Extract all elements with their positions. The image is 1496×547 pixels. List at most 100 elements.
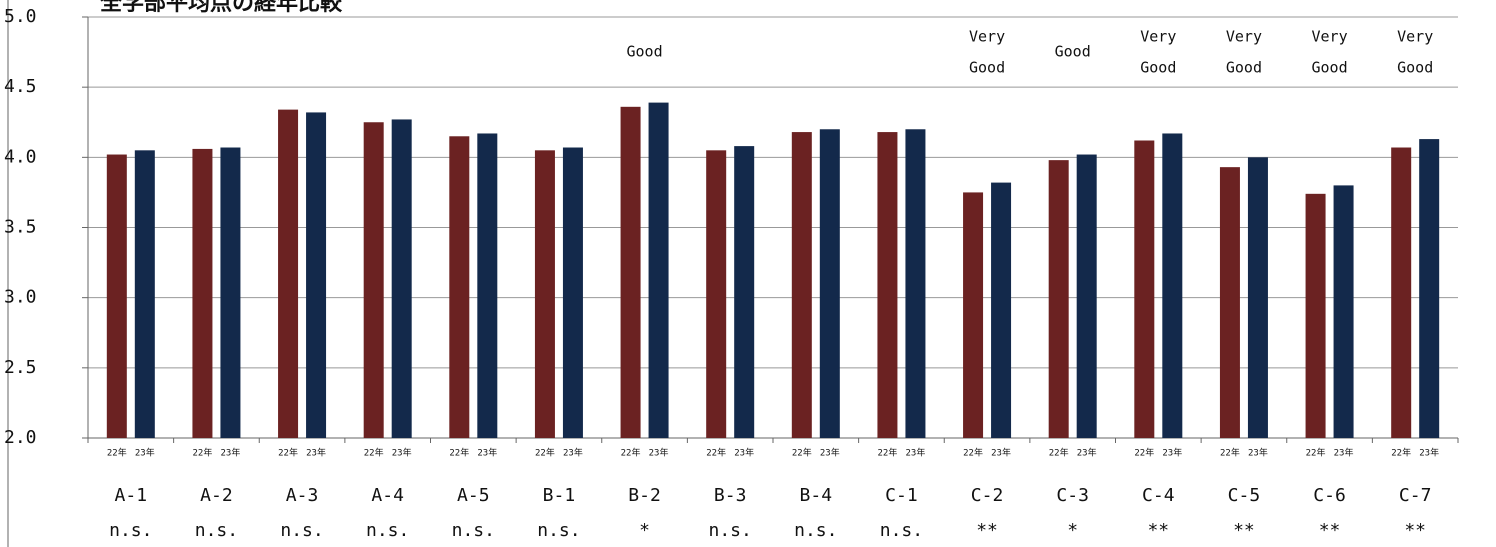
- bar: [1076, 154, 1097, 438]
- bar: [391, 119, 412, 439]
- series-label: 22年: [963, 447, 983, 459]
- annotation: Good: [969, 59, 1005, 77]
- significance-label: n.s.: [280, 520, 323, 541]
- y-tick-label: 4.0: [4, 146, 37, 167]
- bar: [620, 106, 641, 439]
- annotation: Good: [627, 43, 663, 61]
- bar: [220, 147, 241, 438]
- x-tick-label: C-3: [1056, 485, 1089, 506]
- x-tick-label: A-2: [200, 485, 233, 506]
- series-label: 22年: [706, 447, 726, 459]
- significance-label: n.s.: [366, 520, 409, 541]
- series-label: 23年: [392, 447, 412, 459]
- bar: [1391, 147, 1412, 438]
- series-label: 23年: [477, 447, 497, 459]
- significance-label: **: [1404, 520, 1426, 541]
- x-tick-label: A-3: [286, 485, 319, 506]
- bar: [477, 133, 498, 438]
- annotation: Very: [1140, 28, 1176, 46]
- bar: [106, 154, 127, 438]
- x-tick-label: C-5: [1228, 485, 1261, 506]
- x-tick-label: A-1: [115, 485, 148, 506]
- bar: [363, 122, 384, 438]
- bar: [905, 129, 926, 438]
- y-tick-label: 3.0: [4, 287, 37, 308]
- x-tick-label: B-1: [543, 485, 576, 506]
- annotation: Very: [1397, 28, 1433, 46]
- significance-label: n.s.: [794, 520, 837, 541]
- bar: [192, 148, 213, 438]
- annotation: Good: [1055, 43, 1091, 61]
- significance-label: n.s.: [109, 520, 152, 541]
- series-label: 23年: [306, 447, 326, 459]
- x-tick-label: C-7: [1399, 485, 1432, 506]
- bar: [1219, 167, 1240, 438]
- series-label: 22年: [278, 447, 298, 459]
- significance-label: n.s.: [452, 520, 495, 541]
- bar: [278, 109, 299, 439]
- annotation: Very: [1312, 28, 1348, 46]
- significance-label: **: [1319, 520, 1341, 541]
- x-tick-label: A-4: [371, 485, 404, 506]
- y-tick-label: 4.5: [4, 76, 37, 97]
- series-label: 23年: [734, 447, 754, 459]
- x-tick-label: C-6: [1313, 485, 1346, 506]
- bar: [877, 132, 898, 438]
- x-tick-label: C-4: [1142, 485, 1175, 506]
- bar: [134, 150, 155, 439]
- x-tick-label: C-1: [885, 485, 918, 506]
- annotation: Good: [1226, 59, 1262, 77]
- annotation: Very: [1226, 28, 1262, 46]
- series-label: 22年: [535, 447, 555, 459]
- x-tick-label: B-3: [714, 485, 747, 506]
- series-label: 22年: [1391, 447, 1411, 459]
- series-label: 22年: [878, 447, 898, 459]
- series-label: 22年: [792, 447, 812, 459]
- series-label: 23年: [1248, 447, 1268, 459]
- y-tick-label: 2.5: [4, 357, 37, 378]
- bar: [963, 192, 984, 438]
- bar: [648, 102, 669, 438]
- chart-title: 全学部平均点の経年比較: [99, 0, 343, 16]
- y-tick-label: 5.0: [4, 6, 37, 27]
- annotation: Good: [1312, 59, 1348, 77]
- series-label: 22年: [193, 447, 213, 459]
- bar: [534, 150, 555, 439]
- annotation: Very: [969, 28, 1005, 46]
- bar: [449, 136, 470, 439]
- x-tick-label: B-4: [800, 485, 833, 506]
- significance-label: n.s.: [709, 520, 752, 541]
- series-label: 22年: [1134, 447, 1154, 459]
- bar: [1162, 133, 1183, 438]
- series-label: 23年: [820, 447, 840, 459]
- significance-label: **: [1233, 520, 1255, 541]
- series-label: 22年: [1306, 447, 1326, 459]
- annotation: Good: [1140, 59, 1176, 77]
- bar: [791, 132, 812, 438]
- bar: [1134, 140, 1155, 438]
- bar: [734, 146, 755, 438]
- series-label: 22年: [1220, 447, 1240, 459]
- bar: [1048, 160, 1069, 438]
- bar: [562, 147, 583, 438]
- series-label: 22年: [621, 447, 641, 459]
- x-tick-label: A-5: [457, 485, 490, 506]
- significance-label: **: [1147, 520, 1169, 541]
- y-tick-label: 2.0: [4, 427, 37, 448]
- significance-label: *: [1067, 520, 1078, 541]
- series-label: 23年: [906, 447, 926, 459]
- bar: [991, 182, 1012, 438]
- y-tick-label: 3.5: [4, 217, 37, 238]
- series-label: 22年: [364, 447, 384, 459]
- series-label: 23年: [221, 447, 241, 459]
- bar: [1247, 157, 1268, 439]
- series-label: 23年: [1077, 447, 1097, 459]
- series-label: 23年: [563, 447, 583, 459]
- bar: [819, 129, 840, 438]
- series-label: 22年: [449, 447, 469, 459]
- bar: [706, 150, 727, 439]
- bar: [1333, 185, 1354, 438]
- series-label: 23年: [1334, 447, 1354, 459]
- x-tick-label: B-2: [628, 485, 661, 506]
